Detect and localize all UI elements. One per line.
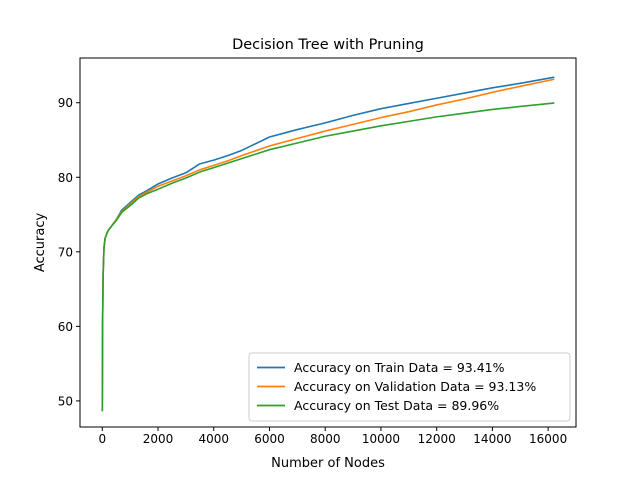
legend-items: Accuracy on Train Data = 93.41% Accuracy … bbox=[257, 360, 536, 413]
y-axis-label: Accuracy bbox=[33, 213, 48, 273]
x-tick-label: 6000 bbox=[254, 432, 285, 446]
y-ticks: 50 60 70 80 90 bbox=[58, 96, 80, 408]
x-tick-label: 2000 bbox=[143, 432, 174, 446]
x-tick-label: 12000 bbox=[418, 432, 456, 446]
y-tick-label: 50 bbox=[58, 394, 73, 408]
y-tick-label: 70 bbox=[58, 245, 73, 259]
legend-label-3: Accuracy on Test Data = 89.96% bbox=[294, 398, 499, 413]
plot-frame bbox=[79, 57, 577, 428]
y-tick-label: 80 bbox=[58, 171, 73, 185]
x-tick-label: 10000 bbox=[362, 432, 400, 446]
legend-label-1: Accuracy on Train Data = 93.41% bbox=[294, 360, 505, 375]
x-tick-label: 16000 bbox=[529, 432, 567, 446]
series-layer bbox=[101, 76, 555, 412]
y-tick-label: 90 bbox=[58, 96, 73, 110]
x-tick-label: 4000 bbox=[198, 432, 229, 446]
y-tick-label: 60 bbox=[58, 320, 73, 334]
x-tick-label: 14000 bbox=[473, 432, 511, 446]
legend-box bbox=[248, 352, 571, 422]
x-ticks: 0 2000 4000 6000 8000 10000 12000 14000 16000 bbox=[98, 427, 567, 446]
chart-title: Decision Tree with Pruning bbox=[232, 37, 424, 53]
x-tick-label: 8000 bbox=[310, 432, 341, 446]
legend: Accuracy on Train Data = 93.41% Accuracy … bbox=[248, 352, 571, 422]
x-tick-label: 0 bbox=[98, 432, 106, 446]
x-axis-label: Number of Nodes bbox=[271, 456, 385, 471]
series-line-3 bbox=[101, 102, 555, 412]
legend-label-2: Accuracy on Validation Data = 93.13% bbox=[294, 379, 536, 394]
